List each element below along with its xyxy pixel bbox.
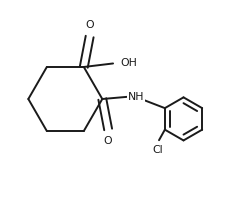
- Text: NH: NH: [128, 92, 144, 102]
- Text: OH: OH: [120, 58, 138, 69]
- Text: O: O: [104, 136, 112, 146]
- Text: O: O: [85, 20, 94, 30]
- Text: Cl: Cl: [152, 145, 163, 155]
